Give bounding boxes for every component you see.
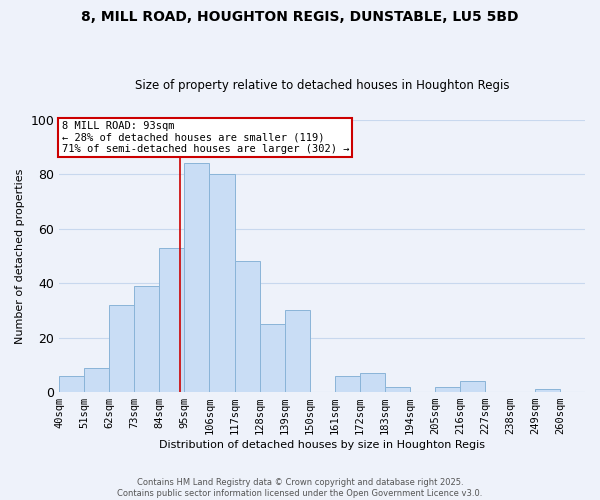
- Bar: [435, 386, 460, 392]
- Bar: [284, 310, 310, 392]
- Bar: [535, 390, 560, 392]
- Bar: [460, 381, 485, 392]
- Bar: [184, 163, 209, 392]
- Text: 8, MILL ROAD, HOUGHTON REGIS, DUNSTABLE, LU5 5BD: 8, MILL ROAD, HOUGHTON REGIS, DUNSTABLE,…: [81, 10, 519, 24]
- Bar: [160, 248, 184, 392]
- Bar: [59, 376, 85, 392]
- Y-axis label: Number of detached properties: Number of detached properties: [15, 168, 25, 344]
- Bar: [359, 373, 385, 392]
- Bar: [209, 174, 235, 392]
- Bar: [109, 305, 134, 392]
- Text: 8 MILL ROAD: 93sqm
← 28% of detached houses are smaller (119)
71% of semi-detach: 8 MILL ROAD: 93sqm ← 28% of detached hou…: [62, 121, 349, 154]
- Bar: [85, 368, 109, 392]
- Bar: [260, 324, 284, 392]
- Bar: [385, 386, 410, 392]
- Text: Contains HM Land Registry data © Crown copyright and database right 2025.
Contai: Contains HM Land Registry data © Crown c…: [118, 478, 482, 498]
- X-axis label: Distribution of detached houses by size in Houghton Regis: Distribution of detached houses by size …: [159, 440, 485, 450]
- Bar: [335, 376, 359, 392]
- Title: Size of property relative to detached houses in Houghton Regis: Size of property relative to detached ho…: [135, 79, 509, 92]
- Bar: [235, 262, 260, 392]
- Bar: [134, 286, 160, 392]
